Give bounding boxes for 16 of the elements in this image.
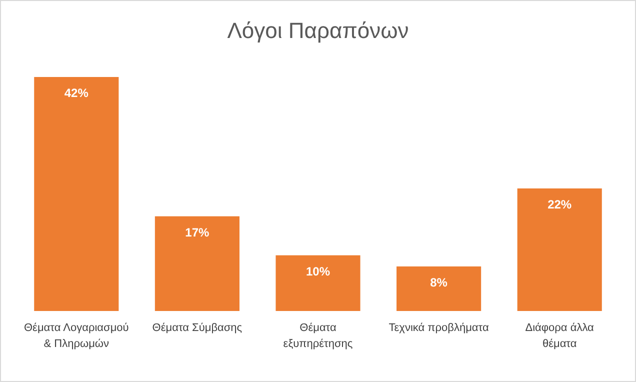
bar [276,255,360,311]
x-tick-label: Θέματα Λογαριασμού & Πληρωμών [24,322,129,350]
x-tick-label: Τεχνικά προβλήματα [388,322,490,334]
data-label: 17% [185,225,210,240]
data-label: 8% [430,275,448,290]
data-label: 10% [306,264,330,278]
data-label: 22% [548,197,572,212]
x-tick-label: Θέματα Σύμβασης [152,322,242,334]
bar [34,77,119,311]
bar [396,266,482,311]
data-label: 42% [64,86,89,100]
x-tick-label: Διάφορα άλλα θέματα [525,322,595,350]
chart-title: Λόγοι Παραπόνων [227,18,409,43]
x-tick-label: Θέματα εξυπηρέτησης [283,322,353,350]
bar [517,188,602,311]
bar [154,216,240,311]
